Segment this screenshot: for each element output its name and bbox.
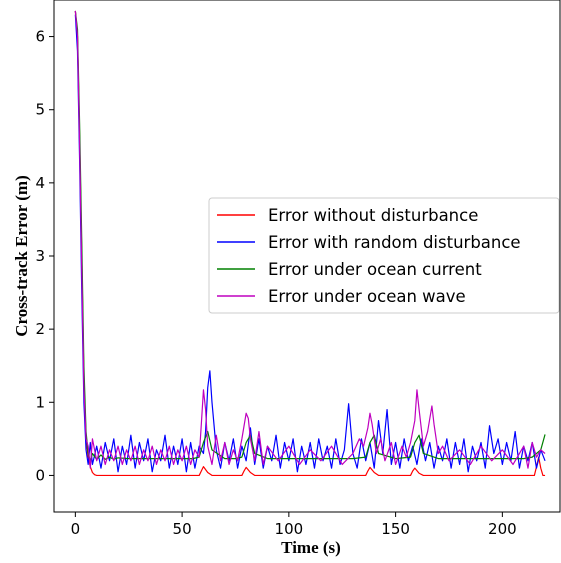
y-tick-label: 5 xyxy=(35,101,45,119)
y-tick-label: 0 xyxy=(35,466,45,484)
x-axis-title: Time (s) xyxy=(281,538,341,557)
legend-box xyxy=(208,197,560,314)
legend-label-1: Error without disturbance xyxy=(268,206,478,225)
series-layer xyxy=(74,10,546,477)
y-tick-label: 3 xyxy=(35,247,45,265)
x-tick-label: 50 xyxy=(173,520,192,538)
y-tick-label: 4 xyxy=(35,174,45,192)
legend-label-2: Error with random disturbance xyxy=(268,233,521,252)
legend-label-3: Error under ocean current xyxy=(268,260,482,279)
y-tick-label: 1 xyxy=(35,393,45,411)
legend: Error without disturbance Error with rand… xyxy=(208,197,560,314)
x-tick-label: 100 xyxy=(275,520,304,538)
x-axis: 0 50 100 150 200 xyxy=(71,512,517,538)
y-axis-title: Cross-track Error (m) xyxy=(12,175,31,336)
legend-label-4: Error under ocean wave xyxy=(268,287,466,306)
x-tick-label: 0 xyxy=(71,520,81,538)
y-axis: 0 1 2 3 4 5 6 xyxy=(35,28,54,484)
series-line-1 xyxy=(74,10,546,477)
series-line-2 xyxy=(74,14,546,473)
y-tick-label: 2 xyxy=(35,320,45,338)
x-tick-label: 200 xyxy=(488,520,517,538)
series-line-4 xyxy=(74,10,546,469)
y-tick-label: 6 xyxy=(35,28,45,46)
x-tick-label: 150 xyxy=(381,520,410,538)
